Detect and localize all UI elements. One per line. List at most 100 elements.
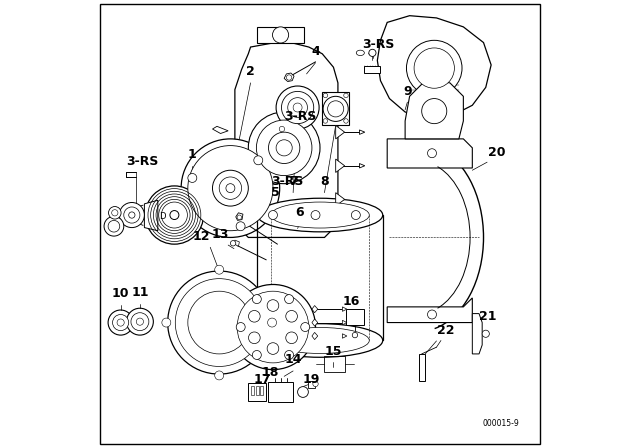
Text: 16: 16 <box>342 295 360 308</box>
Polygon shape <box>387 139 472 168</box>
Circle shape <box>168 271 271 374</box>
Ellipse shape <box>356 50 364 56</box>
Text: 8: 8 <box>320 175 329 188</box>
Text: 12: 12 <box>193 230 210 243</box>
Text: 3-RS: 3-RS <box>271 175 303 188</box>
Circle shape <box>252 295 261 304</box>
Text: 3-RS: 3-RS <box>127 155 159 168</box>
Text: 15: 15 <box>324 345 342 358</box>
Polygon shape <box>342 334 347 338</box>
Circle shape <box>170 211 179 220</box>
Text: 22: 22 <box>437 324 455 337</box>
Circle shape <box>328 101 344 117</box>
Circle shape <box>293 103 302 112</box>
Polygon shape <box>257 27 305 43</box>
Bar <box>256 386 259 395</box>
Circle shape <box>145 186 204 244</box>
Circle shape <box>215 265 224 274</box>
Circle shape <box>181 139 280 237</box>
Text: 9: 9 <box>403 85 412 98</box>
Circle shape <box>248 332 260 344</box>
Bar <box>346 309 364 325</box>
Text: 7: 7 <box>289 175 298 188</box>
Circle shape <box>344 93 348 98</box>
Circle shape <box>113 314 129 331</box>
Bar <box>260 386 263 395</box>
Circle shape <box>129 212 135 218</box>
Circle shape <box>136 318 143 325</box>
Circle shape <box>285 350 294 359</box>
Ellipse shape <box>257 198 383 232</box>
Text: 10: 10 <box>112 287 129 300</box>
Circle shape <box>237 291 309 363</box>
Circle shape <box>323 93 328 98</box>
Circle shape <box>369 49 376 56</box>
Polygon shape <box>235 43 338 237</box>
Text: 13: 13 <box>212 228 229 241</box>
Circle shape <box>112 210 118 216</box>
Circle shape <box>215 371 224 380</box>
Circle shape <box>131 313 149 331</box>
Circle shape <box>236 323 245 332</box>
Circle shape <box>252 350 261 359</box>
Polygon shape <box>342 307 347 311</box>
Polygon shape <box>308 381 315 388</box>
Circle shape <box>428 310 436 319</box>
Bar <box>252 386 254 395</box>
Circle shape <box>282 91 314 124</box>
Polygon shape <box>236 213 243 220</box>
Circle shape <box>269 211 278 220</box>
Circle shape <box>285 310 298 322</box>
Circle shape <box>323 96 348 121</box>
Circle shape <box>273 27 289 43</box>
Circle shape <box>188 173 196 182</box>
Circle shape <box>226 184 235 193</box>
Circle shape <box>298 387 308 397</box>
Text: 18: 18 <box>262 366 280 379</box>
Text: 5: 5 <box>271 186 280 199</box>
Circle shape <box>285 295 294 304</box>
Circle shape <box>285 332 298 344</box>
Circle shape <box>276 140 292 156</box>
Ellipse shape <box>271 327 369 353</box>
Text: 21: 21 <box>479 310 497 323</box>
Polygon shape <box>234 240 239 246</box>
Polygon shape <box>323 92 349 125</box>
Polygon shape <box>312 306 317 313</box>
Circle shape <box>162 318 171 327</box>
Circle shape <box>124 207 140 223</box>
Circle shape <box>352 332 358 338</box>
Text: 000015-9: 000015-9 <box>483 419 520 428</box>
Polygon shape <box>364 66 380 73</box>
Circle shape <box>288 98 307 117</box>
Circle shape <box>344 119 348 123</box>
Polygon shape <box>145 200 158 231</box>
Text: 4: 4 <box>311 45 320 58</box>
Circle shape <box>482 330 490 337</box>
Circle shape <box>254 156 263 165</box>
Polygon shape <box>387 298 472 323</box>
Ellipse shape <box>257 323 383 358</box>
Text: 11: 11 <box>131 286 148 299</box>
Polygon shape <box>336 125 345 139</box>
Circle shape <box>119 202 145 228</box>
Text: 2: 2 <box>246 65 255 78</box>
Circle shape <box>230 284 316 370</box>
Circle shape <box>422 99 447 124</box>
Polygon shape <box>212 126 228 134</box>
Circle shape <box>248 112 320 184</box>
Circle shape <box>188 146 273 231</box>
Circle shape <box>108 310 133 335</box>
Text: 19: 19 <box>303 373 321 386</box>
Circle shape <box>268 318 276 327</box>
Circle shape <box>104 216 124 236</box>
Polygon shape <box>405 81 463 139</box>
Polygon shape <box>360 130 365 134</box>
Text: 1: 1 <box>188 148 196 161</box>
Polygon shape <box>336 159 345 172</box>
Circle shape <box>109 207 121 219</box>
Circle shape <box>301 323 310 332</box>
Circle shape <box>230 241 236 246</box>
Polygon shape <box>312 319 317 326</box>
Circle shape <box>175 279 263 366</box>
